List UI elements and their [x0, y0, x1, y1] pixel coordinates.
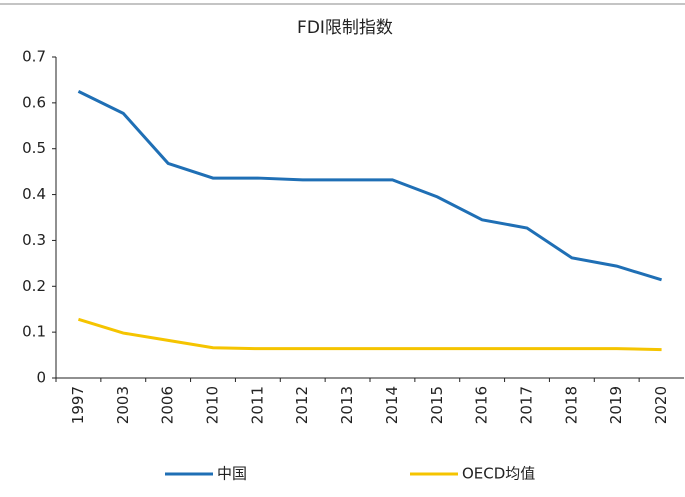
x-tick-label: 2014	[383, 386, 401, 424]
x-tick-label: 2016	[473, 386, 491, 424]
x-tick-label: 1997	[69, 386, 87, 424]
y-tick-label: 0.5	[22, 139, 46, 157]
y-tick-label: 0.7	[22, 48, 46, 66]
x-tick-label: 2003	[114, 386, 132, 424]
x-tick-label: 2018	[562, 386, 580, 424]
x-tick-label: 2015	[428, 386, 446, 424]
chart-title: FDI限制指数	[297, 18, 393, 38]
series-line	[77, 317, 662, 352]
legend-label: OECD均值	[462, 465, 535, 483]
x-tick-label: 2011	[248, 386, 266, 424]
x-tick-label: 2017	[518, 386, 536, 424]
x-tick-label: 2020	[652, 386, 670, 424]
x-tick-label: 2013	[338, 386, 356, 424]
legend-label: 中国	[217, 465, 247, 483]
y-tick-label: 0	[36, 369, 46, 387]
x-tick-label: 2006	[159, 386, 177, 424]
y-tick-label: 0.1	[22, 323, 46, 341]
y-tick-label: 0.6	[22, 93, 46, 111]
series-line	[77, 90, 663, 282]
y-tick-label: 0.2	[22, 277, 46, 295]
x-tick-label: 2010	[204, 386, 222, 424]
x-tick-label: 2012	[293, 386, 311, 424]
x-tick-label: 2019	[607, 386, 625, 424]
y-tick-label: 0.3	[22, 231, 46, 249]
y-tick-label: 0.4	[22, 185, 46, 203]
